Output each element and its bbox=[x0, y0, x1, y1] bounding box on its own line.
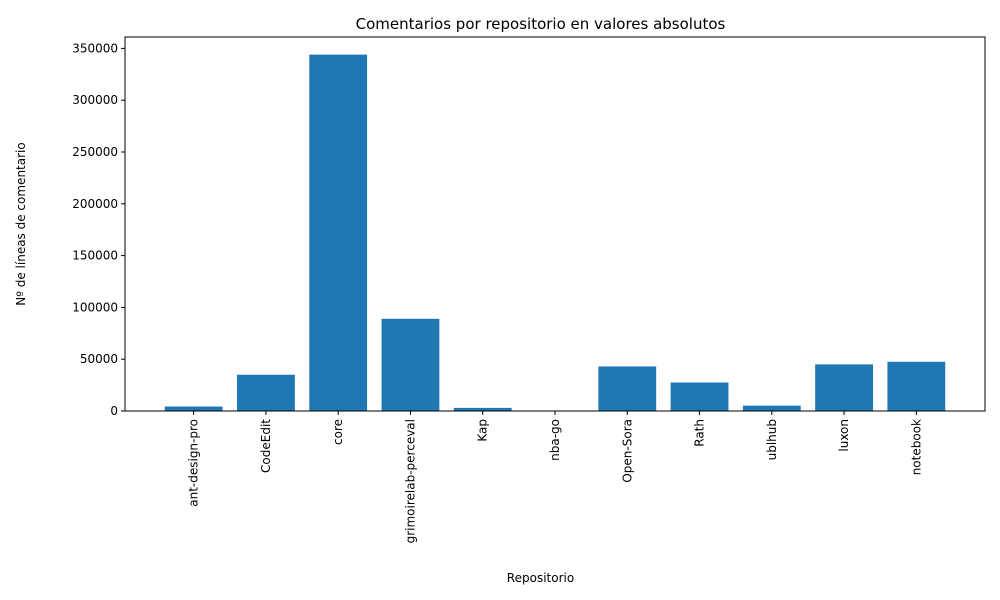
bar-luxon bbox=[815, 364, 873, 411]
x-tick-label: core bbox=[331, 419, 345, 445]
x-axis-label: Repositorio bbox=[507, 571, 574, 585]
y-axis-label: Nº de líneas de comentario bbox=[14, 142, 28, 305]
plot-frame bbox=[124, 36, 986, 412]
x-tick-label: Open-Sora bbox=[620, 419, 634, 483]
bar-grimoirelab-perceval bbox=[381, 318, 440, 411]
bar-open-sora bbox=[598, 366, 657, 411]
bar-ant-design-pro bbox=[164, 406, 223, 411]
x-tick-label: ant-design-pro bbox=[187, 419, 201, 507]
y-tick-label: 250000 bbox=[72, 145, 118, 159]
y-tick-label: 300000 bbox=[72, 93, 118, 107]
x-tick-label: notebook bbox=[909, 419, 923, 475]
y-tick-label: 150000 bbox=[72, 249, 118, 263]
bars-group bbox=[164, 54, 946, 412]
bar-codeedit bbox=[237, 374, 295, 411]
bar-rath bbox=[670, 382, 729, 411]
x-tick-label: Rath bbox=[693, 419, 707, 447]
y-tick-label: 100000 bbox=[72, 300, 118, 314]
bar-core bbox=[309, 54, 368, 412]
x-tick-label: luxon bbox=[837, 419, 851, 452]
y-axis-ticks: 0 50000 100000 150000 200000 250000 300000 3500… bbox=[72, 41, 125, 418]
y-tick-label: 350000 bbox=[72, 41, 118, 55]
y-tick-label: 200000 bbox=[72, 197, 118, 211]
x-tick-label: nba-go bbox=[548, 419, 562, 461]
chart-title: Comentarios por repositorio en valores a… bbox=[356, 15, 726, 33]
x-tick-label: grimoirelab-perceval bbox=[403, 419, 417, 543]
bar-notebook bbox=[887, 361, 946, 411]
x-tick-label: Kap bbox=[476, 419, 490, 442]
x-tick-label: CodeEdit bbox=[259, 419, 273, 473]
bar-ublhub bbox=[742, 405, 801, 411]
y-tick-label: 0 bbox=[110, 404, 118, 418]
x-axis-ticks: ant-design-pro CodeEdit core grimoirelab-pe… bbox=[187, 411, 923, 543]
x-tick-label: ublhub bbox=[765, 419, 779, 460]
y-tick-label: 50000 bbox=[80, 352, 118, 366]
bar-kap bbox=[453, 407, 512, 411]
